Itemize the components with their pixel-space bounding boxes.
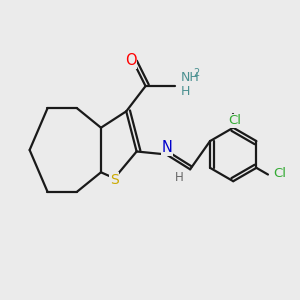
Text: Cl: Cl <box>273 167 286 179</box>
Text: N: N <box>161 140 172 155</box>
Text: H: H <box>175 171 184 184</box>
Text: S: S <box>110 173 119 187</box>
Text: H: H <box>181 85 190 98</box>
Text: 2: 2 <box>194 68 200 78</box>
Text: NH: NH <box>181 71 200 84</box>
Text: O: O <box>125 53 136 68</box>
Text: Cl: Cl <box>228 114 241 128</box>
